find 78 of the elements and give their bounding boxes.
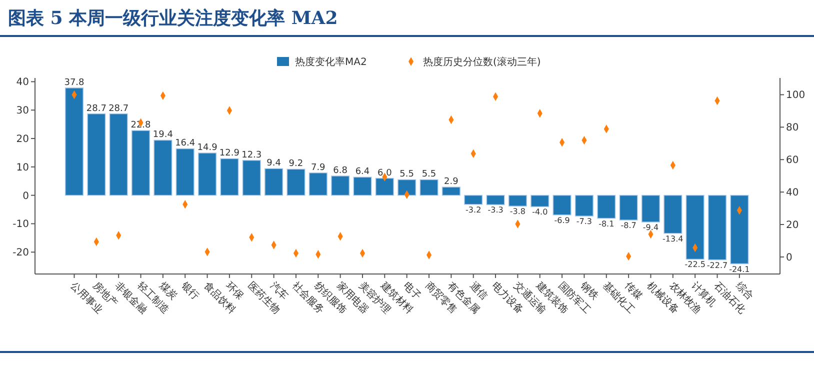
bar [398,179,416,196]
data-label: 12.3 [242,150,262,160]
data-label: 19.4 [152,130,174,140]
data-label: 5.5 [400,170,414,180]
y-tick-label: 20 [16,134,29,146]
data-label: 2.9 [444,177,459,188]
y2-tick-label: 100 [786,90,806,102]
bar [730,194,749,264]
data-label: -3.2 [466,205,482,214]
y2-tick-label: 20 [786,220,799,232]
bar [420,179,438,196]
bar [154,140,172,196]
bar [442,186,460,196]
data-label: 9.4 [266,158,282,169]
data-label: 12.9 [219,148,240,159]
y-tick-label: -20 [12,248,29,259]
bar [641,194,660,222]
chart-title: 图表 5 本周一级行业关注度变化率 MA2 [8,8,338,29]
legend-label: 热度历史分位数(滚动三年) [423,56,541,68]
bar [574,194,594,216]
data-label: -4.0 [532,208,548,217]
data-label: 6.8 [333,166,348,176]
data-label: -3.3 [488,206,504,215]
bar [264,168,284,196]
bar [242,160,261,196]
data-label: 16.4 [175,138,196,149]
data-label: 28.7 [86,104,106,114]
y-tick-label: 40 [16,77,29,88]
bar [109,113,128,196]
bar [508,194,527,207]
bar [353,176,372,196]
data-label: -22.5 [684,260,706,270]
bar [131,130,150,196]
bar [597,194,616,219]
data-label: 5.5 [422,170,436,180]
bar [486,194,505,206]
data-label: 6.4 [355,167,370,178]
bar [220,158,239,196]
data-label: -24.1 [729,264,750,274]
data-label: -3.8 [510,207,526,216]
data-label: 14.9 [197,142,218,153]
data-label: 9.2 [288,159,304,170]
bar [331,176,350,196]
bar [708,194,727,260]
data-label: -22.7 [706,260,728,270]
bar [176,148,194,196]
bar [198,152,217,196]
bar [375,178,394,196]
bar [530,194,550,208]
bar [286,168,306,196]
y2-tick-label: 0 [786,252,792,264]
y-tick-label: 30 [16,106,29,117]
y2-tick-label: 40 [786,188,799,199]
data-label: -6.9 [554,216,570,225]
bar [552,194,572,216]
data-label: 28.7 [108,104,129,114]
data-label: 6.0 [378,168,392,178]
bar [308,172,328,196]
bar [686,194,704,260]
y-tick-label: -10 [12,219,29,230]
bar [464,194,483,205]
data-label: -8.7 [620,221,636,230]
data-label: -8.1 [598,219,614,228]
data-label: -7.3 [576,217,592,226]
y-tick-label: 10 [16,162,29,174]
bar [619,194,638,220]
x-tick-label: 银行 [178,280,201,302]
data-label: 7.9 [310,162,326,173]
y2-tick-label: 80 [786,122,799,134]
bar [87,113,106,196]
bar [664,194,682,234]
y-tick-label: 0 [22,190,29,202]
y2-tick-label: 60 [786,155,799,166]
data-label: -9.4 [642,223,659,232]
legend-label: 热度变化率MA2 [295,56,367,68]
data-label: 37.8 [64,78,85,88]
data-label: -13.4 [662,234,684,244]
bar [64,88,84,196]
